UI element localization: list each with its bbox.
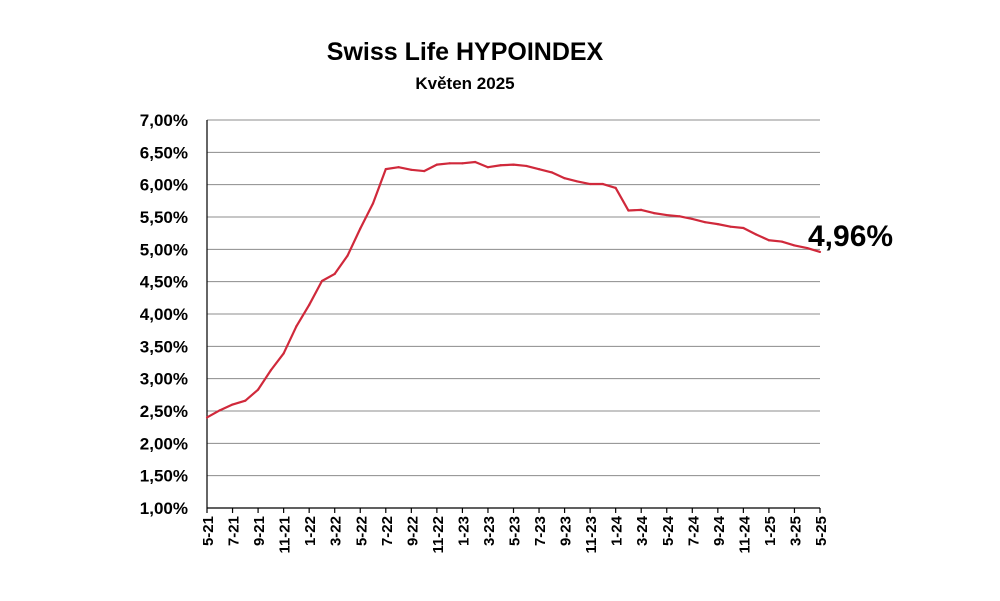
chart-title: Swiss Life HYPOINDEX	[327, 38, 604, 66]
x-tick-label: 7-23	[532, 516, 549, 546]
y-tick-label: 3,50%	[140, 337, 188, 356]
y-tick-label: 7,00%	[140, 111, 188, 130]
x-tick-label: 7-24	[685, 515, 702, 546]
data-point	[742, 226, 745, 230]
data-point	[461, 162, 464, 165]
data-point	[589, 182, 592, 186]
data-point	[665, 213, 668, 217]
gridlines	[207, 119, 820, 509]
x-tick-labels: 5-21 7-21 9-21 11-21 1-22 3-22 5-22 7-22 9-22 11-…	[200, 515, 830, 553]
y-tick-label: 1,50%	[140, 467, 188, 486]
y-tick-labels: 1,00% 1,50% 2,00% 2,50% 3,00% 3,50% 4,00% 4,50%…	[140, 111, 188, 518]
axes	[206, 120, 821, 513]
x-tick-label: 5-22	[353, 516, 370, 546]
data-point	[703, 221, 707, 224]
data-point	[269, 369, 272, 372]
data-point	[346, 254, 349, 257]
x-tick-label: 3-22	[328, 516, 345, 546]
data-point	[691, 217, 694, 221]
x-tick-label: 3-23	[481, 516, 498, 546]
data-point	[218, 409, 221, 412]
series-layer	[205, 160, 822, 419]
data-point	[652, 212, 656, 215]
data-point	[359, 227, 362, 230]
data-point	[806, 246, 809, 250]
x-tick-label: 1-23	[455, 516, 472, 546]
data-point	[818, 250, 822, 254]
x-tick-label: 3-25	[787, 516, 804, 546]
x-tick-label: 3-24	[634, 515, 651, 546]
data-point	[486, 166, 490, 169]
data-point	[256, 388, 260, 391]
data-point	[563, 177, 566, 180]
data-point	[780, 240, 783, 243]
x-tick-label: 7-21	[226, 516, 243, 546]
data-point	[308, 303, 311, 307]
data-point	[371, 202, 375, 205]
data-point	[295, 325, 298, 328]
x-tick-label: 5-23	[507, 516, 524, 546]
data-point	[384, 168, 387, 171]
y-tick-label: 2,00%	[140, 434, 188, 453]
y-tick-label: 5,50%	[140, 208, 188, 227]
data-point	[410, 168, 413, 171]
y-tick-label: 6,50%	[140, 143, 188, 162]
data-point	[678, 215, 681, 218]
x-tick-label: 5-21	[200, 516, 217, 546]
y-tick-label: 5,00%	[140, 240, 188, 259]
data-point	[640, 208, 643, 211]
x-tick-label: 1-22	[302, 516, 319, 546]
x-tick-label: 11-23	[583, 516, 600, 554]
x-tick-label: 1-24	[609, 515, 626, 546]
data-point	[499, 164, 502, 167]
data-point	[512, 163, 515, 166]
data-point	[550, 171, 553, 174]
data-point	[767, 239, 771, 242]
x-tick-label: 9-22	[404, 516, 421, 546]
data-point	[525, 164, 528, 168]
y-tick-label: 3,00%	[140, 370, 188, 389]
x-tick-label: 7-22	[379, 516, 396, 546]
x-tick-label: 5-24	[660, 515, 677, 546]
data-point	[423, 169, 426, 173]
data-point	[474, 160, 477, 164]
data-point	[333, 272, 336, 276]
y-tick-label: 4,00%	[140, 305, 188, 324]
x-tick-label: 9-24	[711, 515, 728, 546]
y-tick-label: 2,50%	[140, 402, 188, 421]
data-point	[537, 168, 541, 171]
data-point	[205, 416, 209, 419]
x-tick-label: 11-21	[277, 516, 294, 554]
data-point	[397, 166, 400, 169]
y-tick-label: 1,00%	[140, 499, 188, 518]
data-point	[244, 399, 247, 402]
data-point	[793, 244, 796, 247]
chart-subtitle: Květen 2025	[415, 74, 514, 93]
x-tick-label: 1-25	[762, 516, 779, 546]
x-tick-label: 11-22	[430, 516, 447, 554]
data-point	[576, 180, 579, 183]
data-point	[320, 279, 324, 283]
data-point	[601, 182, 604, 186]
data-point	[729, 225, 732, 228]
x-tick-label: 5-25	[813, 516, 830, 546]
data-point	[282, 352, 285, 355]
x-tick-label: 9-23	[558, 516, 575, 546]
data-point	[448, 162, 451, 165]
data-point	[716, 223, 719, 226]
x-tick-label: 9-21	[251, 516, 268, 546]
last-value-annotation: 4,96%	[808, 220, 893, 253]
x-tick-label: 11-24	[736, 515, 753, 553]
y-tick-label: 4,50%	[140, 273, 188, 292]
data-point	[231, 403, 234, 406]
data-point	[614, 186, 617, 189]
data-point	[755, 233, 758, 236]
annotations: 4,96%	[808, 220, 893, 253]
y-tick-label: 6,00%	[140, 176, 188, 195]
data-point	[435, 163, 438, 166]
data-point	[627, 209, 630, 212]
